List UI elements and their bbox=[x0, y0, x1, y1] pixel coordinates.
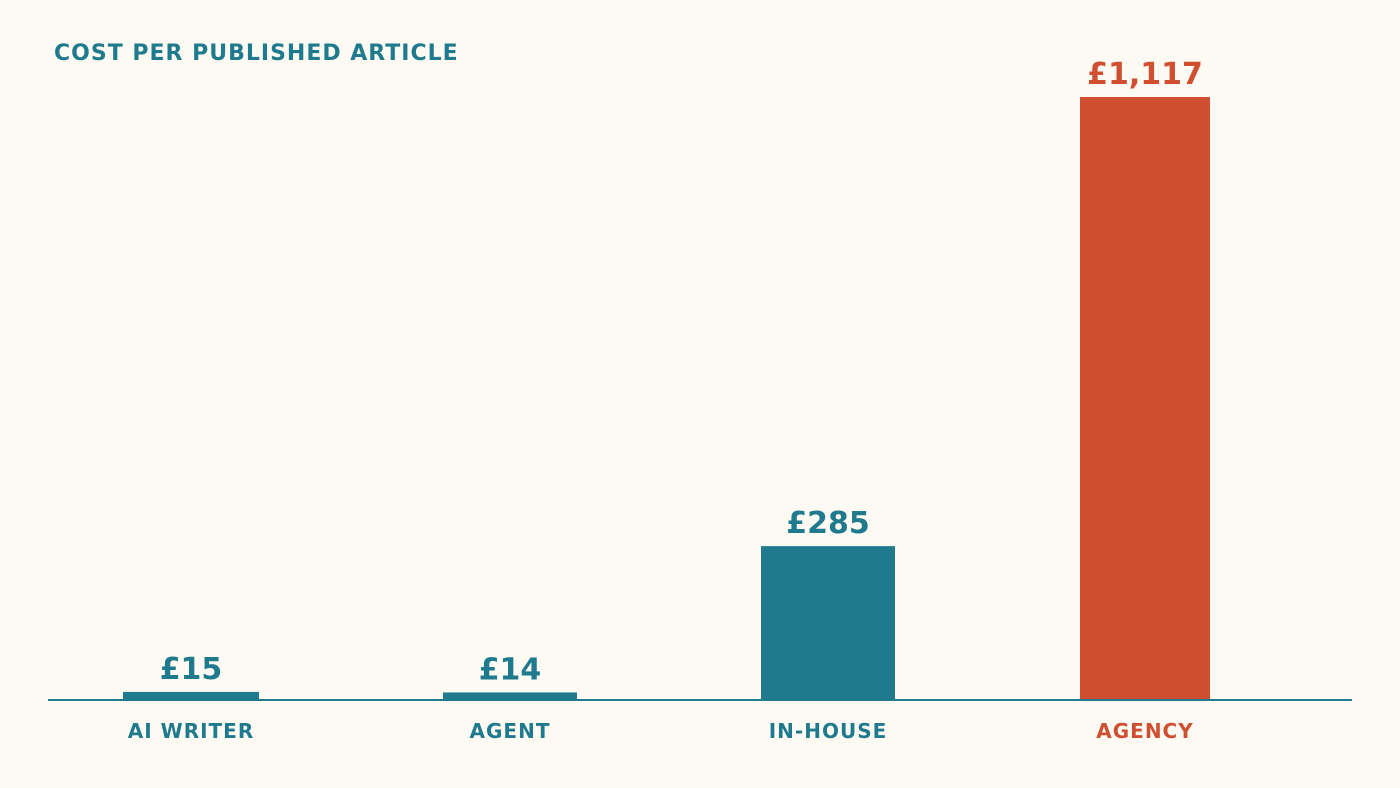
value-label-agent: £14 bbox=[479, 652, 542, 687]
value-label-agency: £1,117 bbox=[1087, 57, 1203, 92]
value-label-in-house: £285 bbox=[786, 506, 870, 541]
category-label-agent: AGENT bbox=[470, 719, 551, 743]
value-label-ai-writer: £15 bbox=[160, 652, 223, 687]
category-label-ai-writer: AI WRITER bbox=[128, 719, 255, 743]
bar-ai-writer bbox=[123, 691, 259, 700]
bars-layer bbox=[123, 97, 1210, 700]
bar-agency bbox=[1080, 97, 1210, 700]
bar-in-house bbox=[761, 546, 895, 700]
chart-title: COST PER PUBLISHED ARTICLE bbox=[54, 41, 459, 66]
bar-agent bbox=[443, 692, 577, 700]
category-label-in-house: IN-HOUSE bbox=[769, 719, 888, 743]
labels-layer: £15 AI WRITER £14 AGENT £285 IN-HOUSE £1,117 AG… bbox=[128, 57, 1203, 743]
category-label-agency: AGENCY bbox=[1096, 719, 1193, 743]
